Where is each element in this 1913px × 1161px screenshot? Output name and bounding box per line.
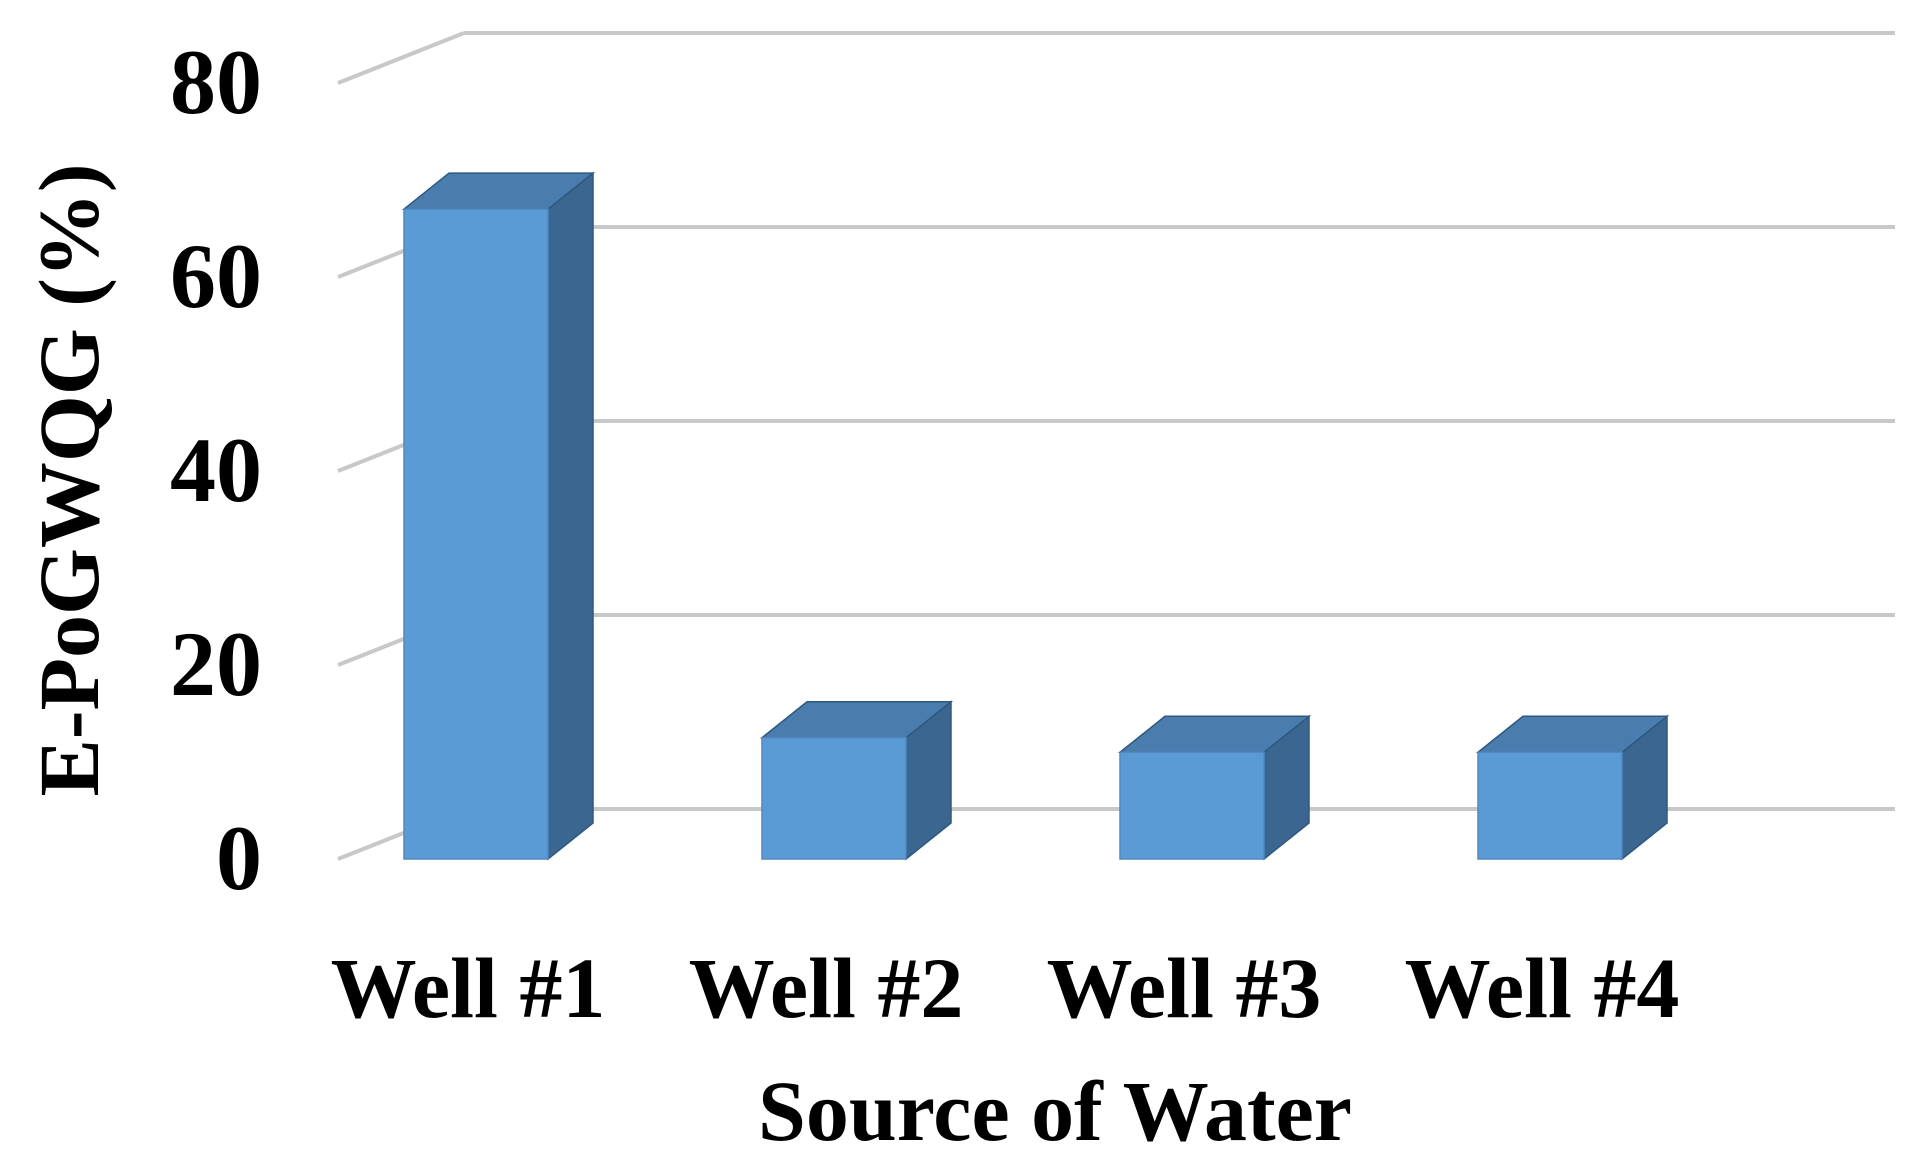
- y-tick-label: 40: [170, 419, 262, 521]
- x-tick-label: Well #1: [331, 940, 606, 1036]
- x-tick-label: Well #3: [1047, 940, 1322, 1036]
- bar: [759, 700, 954, 861]
- bar-front: [1477, 751, 1623, 860]
- x-tick-label: Well #4: [1405, 940, 1680, 1036]
- bar-side: [547, 171, 594, 861]
- bar: [1475, 714, 1670, 861]
- bar-front: [761, 737, 907, 860]
- y-tick-label: 20: [170, 613, 262, 715]
- bar-front: [403, 208, 549, 860]
- bars: [401, 171, 1670, 861]
- gridline-side: [337, 31, 465, 85]
- y-tick-label: 60: [170, 225, 262, 327]
- y-axis-ticks: 0 20 40 60 80: [170, 31, 262, 909]
- y-axis-title: E-PoGWQG (%): [21, 164, 117, 797]
- x-axis-title: Source of Water: [758, 1063, 1352, 1159]
- bar-front: [1119, 751, 1265, 860]
- y-tick-label: 0: [216, 807, 262, 909]
- bar: [1117, 714, 1312, 861]
- y-tick-label: 80: [170, 31, 262, 133]
- x-tick-label: Well #2: [689, 940, 964, 1036]
- x-axis-ticks: Well #1 Well #2 Well #3 Well #4: [331, 940, 1680, 1036]
- bar: [401, 171, 596, 861]
